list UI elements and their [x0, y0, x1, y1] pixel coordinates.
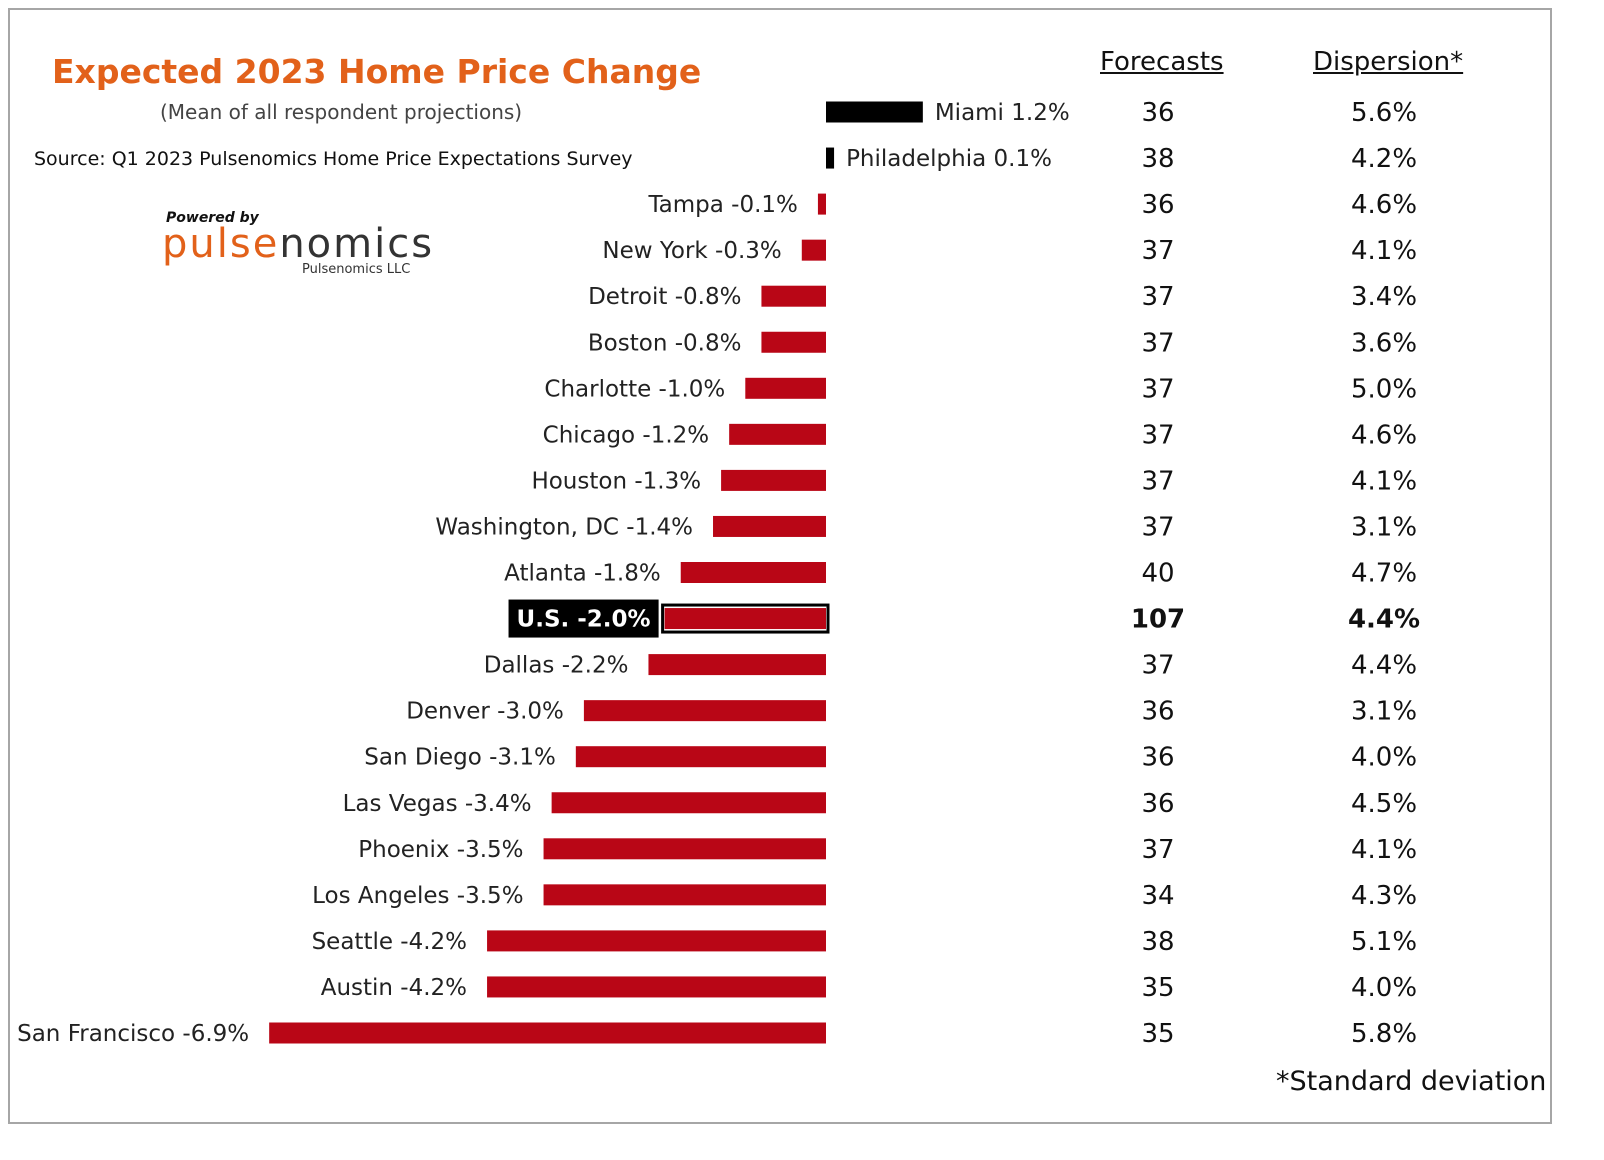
bar-label-charlotte: Charlotte -1.0%	[544, 376, 725, 402]
forecast-count-seattle: 38	[1141, 927, 1174, 957]
dispersion-value-atlanta: 4.7%	[1351, 559, 1417, 589]
bar-label-denver: Denver -3.0%	[406, 699, 564, 725]
dispersion-value-denver: 3.1%	[1351, 697, 1417, 727]
forecast-count-u-s: 107	[1131, 605, 1185, 635]
bar-chicago	[729, 423, 826, 445]
dispersion-value-houston: 4.1%	[1351, 466, 1417, 496]
forecast-count-phoenix: 37	[1141, 835, 1174, 865]
bar-austin	[487, 976, 826, 998]
highlight-bar-outline	[661, 603, 830, 634]
dispersion-value-washington-dc: 3.1%	[1351, 512, 1417, 542]
forecast-count-atlanta: 40	[1141, 559, 1174, 589]
dispersion-value-san-diego: 4.0%	[1351, 743, 1417, 773]
bar-label-phoenix: Phoenix -3.5%	[358, 837, 523, 863]
bar-label-miami: Miami 1.2%	[935, 100, 1070, 126]
forecast-count-austin: 35	[1141, 973, 1174, 1003]
bar-label-dallas: Dallas -2.2%	[484, 653, 629, 679]
bar-label-detroit: Detroit -0.8%	[588, 284, 741, 310]
forecast-count-boston: 37	[1141, 328, 1174, 358]
dispersion-value-san-francisco: 5.8%	[1351, 1019, 1417, 1049]
forecast-count-washington-dc: 37	[1141, 512, 1174, 542]
forecast-count-san-diego: 36	[1141, 743, 1174, 773]
bar-washington-dc	[713, 515, 826, 537]
bar-label-seattle: Seattle -4.2%	[312, 929, 467, 955]
forecast-count-tampa: 36	[1141, 190, 1174, 220]
dispersion-value-tampa: 4.6%	[1351, 190, 1417, 220]
logo-text-nomics: nomics	[279, 221, 435, 267]
forecast-count-denver: 36	[1141, 697, 1174, 727]
bar-new-york	[801, 239, 826, 261]
forecast-count-miami: 36	[1141, 98, 1174, 128]
forecast-count-philadelphia: 38	[1141, 144, 1174, 174]
bar-las-vegas	[551, 792, 826, 814]
bar-label-tampa: Tampa -0.1%	[647, 192, 797, 218]
dispersion-value-u-s: 4.4%	[1348, 605, 1420, 635]
forecast-count-dallas: 37	[1141, 651, 1174, 681]
bar-philadelphia	[826, 147, 835, 169]
logo-company-name: Pulsenomics LLC	[302, 262, 411, 277]
bar-phoenix	[543, 838, 826, 860]
dispersion-value-las-vegas: 4.5%	[1351, 789, 1417, 819]
forecast-count-san-francisco: 35	[1141, 1019, 1174, 1049]
bar-label-austin: Austin -4.2%	[321, 975, 467, 1001]
bar-label-washington-dc: Washington, DC -1.4%	[435, 514, 693, 540]
bar-label-chicago: Chicago -1.2%	[543, 422, 709, 448]
forecast-count-houston: 37	[1141, 466, 1174, 496]
bar-label-san-diego: San Diego -3.1%	[364, 745, 556, 771]
chart-title: Expected 2023 Home Price Change	[52, 52, 702, 91]
bar-u-s	[664, 608, 826, 630]
bar-dallas	[648, 654, 826, 676]
dispersion-column-header: Dispersion*	[1313, 47, 1464, 77]
source-note: Source: Q1 2023 Pulsenomics Home Price E…	[34, 148, 633, 170]
bar-boston	[761, 331, 826, 353]
bar-label-new-york: New York -0.3%	[602, 238, 781, 264]
dispersion-value-detroit: 3.4%	[1351, 282, 1417, 312]
bar-label-atlanta: Atlanta -1.8%	[504, 561, 661, 587]
forecast-count-los-angeles: 34	[1141, 881, 1174, 911]
bar-denver	[583, 700, 826, 722]
highlight-label-box	[508, 599, 659, 638]
bar-houston	[721, 469, 826, 491]
bar-san-diego	[575, 746, 826, 768]
dispersion-value-chicago: 4.6%	[1351, 420, 1417, 450]
bar-label-los-angeles: Los Angeles -3.5%	[312, 883, 523, 909]
dispersion-value-new-york: 4.1%	[1351, 236, 1417, 266]
bar-san-francisco	[269, 1022, 826, 1044]
dispersion-value-austin: 4.0%	[1351, 973, 1417, 1003]
footnote: *Standard deviation	[1276, 1066, 1547, 1097]
bar-tampa	[817, 193, 826, 215]
forecasts-column-header: Forecasts	[1100, 47, 1224, 77]
chart-subtitle: (Mean of all respondent projections)	[160, 100, 523, 124]
bar-label-san-francisco: San Francisco -6.9%	[17, 1021, 249, 1047]
pulsenomics-logo: pulsenomics	[162, 220, 434, 268]
forecast-count-detroit: 37	[1141, 282, 1174, 312]
bar-label-boston: Boston -0.8%	[588, 330, 742, 356]
dispersion-value-boston: 3.6%	[1351, 328, 1417, 358]
bar-label-u-s: U.S. -2.0%	[517, 607, 651, 633]
forecast-count-las-vegas: 36	[1141, 789, 1174, 819]
bar-seattle	[487, 930, 826, 952]
dispersion-value-charlotte: 5.0%	[1351, 374, 1417, 404]
bar-los-angeles	[543, 884, 826, 906]
bar-charlotte	[745, 377, 826, 399]
bar-label-las-vegas: Las Vegas -3.4%	[343, 791, 532, 817]
forecast-count-chicago: 37	[1141, 420, 1174, 450]
dispersion-value-phoenix: 4.1%	[1351, 835, 1417, 865]
forecast-count-charlotte: 37	[1141, 374, 1174, 404]
powered-by-label: Powered by	[166, 210, 259, 226]
logo-text-pulse: pulse	[162, 221, 280, 267]
dispersion-value-miami: 5.6%	[1351, 98, 1417, 128]
bar-detroit	[761, 285, 826, 307]
bar-atlanta	[680, 562, 826, 583]
dispersion-value-philadelphia: 4.2%	[1351, 144, 1417, 174]
bar-label-philadelphia: Philadelphia 0.1%	[846, 146, 1052, 172]
chart-frame	[8, 8, 1552, 1124]
forecast-count-new-york: 37	[1141, 236, 1174, 266]
bar-miami	[826, 101, 923, 123]
dispersion-value-dallas: 4.4%	[1351, 651, 1417, 681]
dispersion-value-los-angeles: 4.3%	[1351, 881, 1417, 911]
dispersion-value-seattle: 5.1%	[1351, 927, 1417, 957]
bar-label-houston: Houston -1.3%	[531, 468, 701, 494]
